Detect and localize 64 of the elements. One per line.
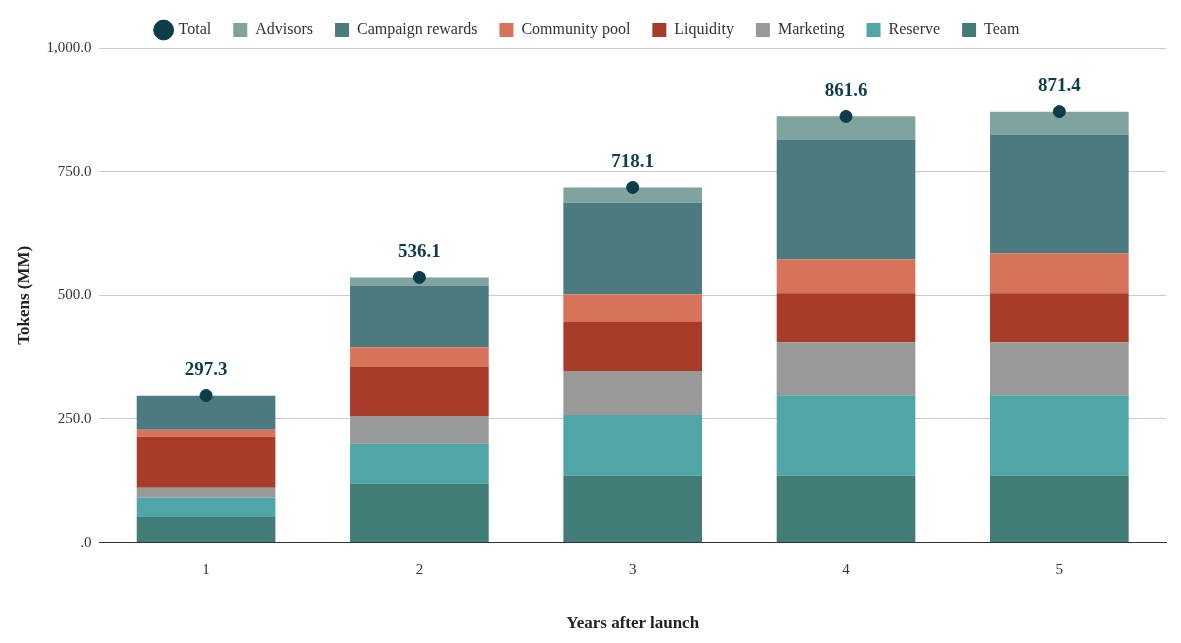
point	[412, 270, 426, 284]
bar	[990, 111, 1129, 135]
bar	[776, 139, 916, 260]
x-tick-label: 2	[415, 560, 424, 577]
x-tick-label: 1	[202, 560, 210, 577]
y-tick-label: 250.0	[57, 409, 92, 426]
y-axis-title: Tokens (MM)	[13, 245, 33, 345]
bar	[990, 134, 1129, 254]
bar	[990, 253, 1129, 294]
x-axis-title: Years after launch	[566, 613, 700, 633]
bar	[563, 370, 703, 415]
bar	[776, 259, 916, 294]
bar	[990, 293, 1129, 343]
bar	[136, 395, 276, 430]
y-tick-label: .0	[80, 533, 92, 550]
x-tick-label: 3	[628, 560, 637, 577]
legend-label: Total	[178, 20, 212, 38]
bar	[563, 187, 703, 203]
bar	[136, 497, 276, 517]
bar	[990, 395, 1129, 476]
point	[1052, 105, 1066, 119]
bar	[990, 342, 1129, 396]
bar	[136, 516, 276, 543]
bar	[563, 202, 703, 295]
bar	[776, 475, 916, 543]
bar	[563, 322, 703, 371]
x-tick-label: 5	[1055, 560, 1064, 577]
y-tick-label: 1,000.0	[46, 38, 92, 55]
bar	[563, 294, 703, 323]
y-tick-label: 750.0	[57, 162, 92, 179]
y-tick-label: 500.0	[57, 286, 92, 303]
point	[839, 109, 853, 123]
legend-label: Reserve	[888, 20, 941, 38]
legend-label: Team	[984, 20, 1020, 38]
data-label: 861.6	[824, 78, 868, 100]
bar	[350, 443, 489, 484]
bar	[563, 475, 703, 543]
bar	[776, 342, 916, 396]
bar	[136, 436, 276, 488]
bar	[136, 487, 276, 498]
bar	[776, 116, 916, 140]
bar	[776, 293, 916, 343]
data-label: 536.1	[398, 239, 441, 261]
bar	[136, 429, 276, 437]
bar	[350, 367, 489, 416]
bar	[990, 475, 1129, 543]
point	[626, 180, 640, 194]
legend-label: Liquidity	[674, 20, 734, 39]
legend-label: Advisors	[255, 20, 314, 38]
bar	[776, 395, 916, 476]
bar	[350, 277, 489, 286]
bar	[350, 347, 489, 368]
legend-label: Community pool	[521, 20, 631, 39]
legend-label: Marketing	[777, 20, 845, 39]
point	[199, 389, 213, 403]
bar	[563, 414, 703, 476]
bar	[350, 285, 489, 348]
bar	[350, 483, 489, 543]
data-label: 871.4	[1037, 74, 1082, 96]
x-tick-label: 4	[842, 560, 851, 577]
data-label: 297.3	[184, 357, 228, 379]
legend-label: Campaign rewards	[357, 20, 478, 39]
bar	[350, 415, 489, 444]
data-label: 718.1	[611, 149, 655, 171]
